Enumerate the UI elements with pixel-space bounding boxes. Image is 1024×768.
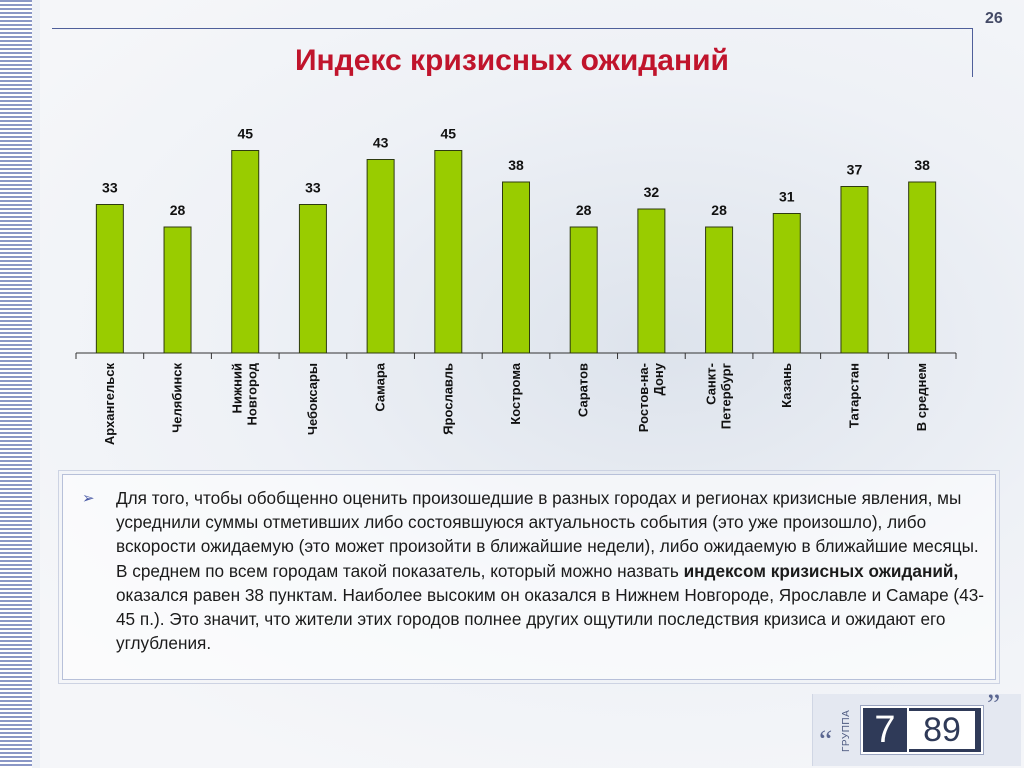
category-label: Кострома [508,362,523,424]
data-label: 28 [576,202,592,218]
bar [163,226,192,354]
bar-chart: 33 Архангельск 28 Челябинск 45 НижнийНовгород… [75,126,957,446]
logo-digits-eighty-nine: 89 [909,711,975,749]
category-label: Чебоксары [305,363,320,435]
data-label: 38 [508,157,524,173]
data-label: 45 [237,126,253,142]
data-label: 33 [102,180,118,196]
page-number: 26 [985,10,1003,27]
logo-quote-open: “ [819,724,833,757]
summary-text-bold: индексом кризисных ожиданий, [683,560,959,581]
category-label: Ростов-на-Дону [636,362,666,432]
bar [840,186,869,354]
category-label: Саратов [576,363,591,417]
bar [908,181,937,354]
logo-box: 7 89 [861,706,983,754]
category-label: Челябинск [170,363,185,433]
bar [95,204,124,354]
summary-text-part2: оказался равен 38 пунктам. Наиболее высо… [116,584,984,654]
logo-label: ГРУППА [841,709,852,753]
logo-digit-seven: 7 [863,708,909,752]
category-label: НижнийНовгород [230,362,260,425]
data-label: 28 [711,202,727,218]
bar [366,159,395,354]
bar [434,150,463,354]
bar [705,226,734,354]
left-decorative-stripe [0,0,40,768]
category-label: Архангельск [102,363,117,446]
data-label: 32 [644,184,660,200]
data-label: 31 [779,189,795,205]
bar [298,204,327,354]
data-label: 43 [373,135,389,151]
summary-paragraph: Для того, чтобы обобщенно оценить произо… [116,486,986,655]
page-title: Индекс кризисных ожиданий [294,44,729,77]
bar [502,181,530,354]
bar [231,150,260,354]
category-label: Татарстан [846,363,861,428]
category-label: В среднем [914,363,929,431]
category-label: Самара [373,362,388,411]
bar [637,208,666,354]
bar [569,226,598,354]
category-label: Ярославль [440,363,455,435]
data-label: 37 [847,162,863,178]
data-label: 33 [305,180,321,196]
summary-text-part1: Для того, чтобы обобщенно оценить произо… [116,488,979,581]
group-789-logo: “ ГРУППА 7 89 ” [812,688,1021,766]
data-label: 38 [914,157,930,173]
category-label: Санкт-Петербург [704,362,734,429]
logo-quote-close: ” [987,688,1001,721]
bar [772,213,801,354]
data-label: 28 [170,202,186,218]
title-frame [52,28,973,77]
arrow-bullet-icon: ➢ [82,490,95,507]
text-box [58,470,1000,684]
data-label: 45 [441,126,457,142]
category-label: Казань [779,363,794,408]
